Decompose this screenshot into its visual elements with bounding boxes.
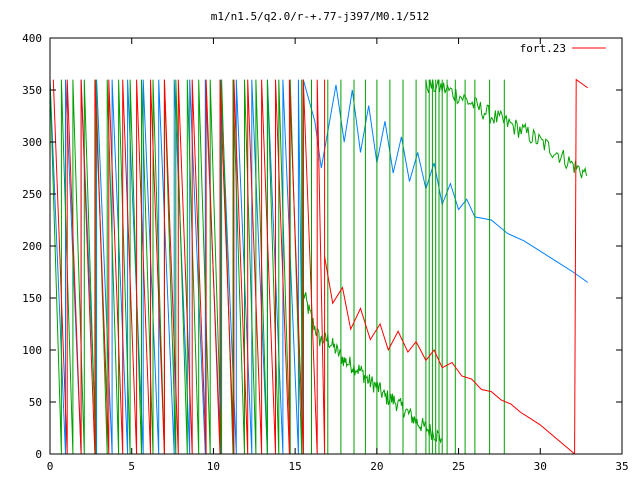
series-0-tail-line [574,78,588,455]
legend: fort.23 [520,42,606,55]
x-tick-label: 10 [207,460,220,473]
series-0 [52,78,588,455]
chart-title: m1/n1.5/q2.0/r-+.77-j397/M0.1/512 [211,10,430,23]
x-tick-label: 35 [615,460,628,473]
series-layer [49,78,588,455]
legend-label: fort.23 [520,42,566,55]
x-tick-label: 15 [289,460,302,473]
y-tick-label: 400 [22,32,42,45]
y-tick-label: 350 [22,84,42,97]
x-tick-label: 25 [452,460,465,473]
series-0-line [324,256,575,455]
y-tick-label: 0 [35,448,42,461]
x-tick-label: 30 [534,460,547,473]
plot-frame [49,37,623,455]
y-tick-label: 200 [22,240,42,253]
y-tick-label: 150 [22,292,42,305]
series-1-upper-line [425,79,587,179]
series-1-noisy-line [302,290,442,444]
y-tick-label: 300 [22,136,42,149]
y-tick-label: 100 [22,344,42,357]
series-2 [49,79,588,455]
series-2-line [302,79,588,283]
x-tick-label: 0 [47,460,54,473]
x-tick-label: 5 [128,460,135,473]
y-tick-label: 50 [29,396,42,409]
x-tick-label: 20 [370,460,383,473]
series-0-wrapped-line [52,79,326,455]
y-tick-label: 250 [22,188,42,201]
